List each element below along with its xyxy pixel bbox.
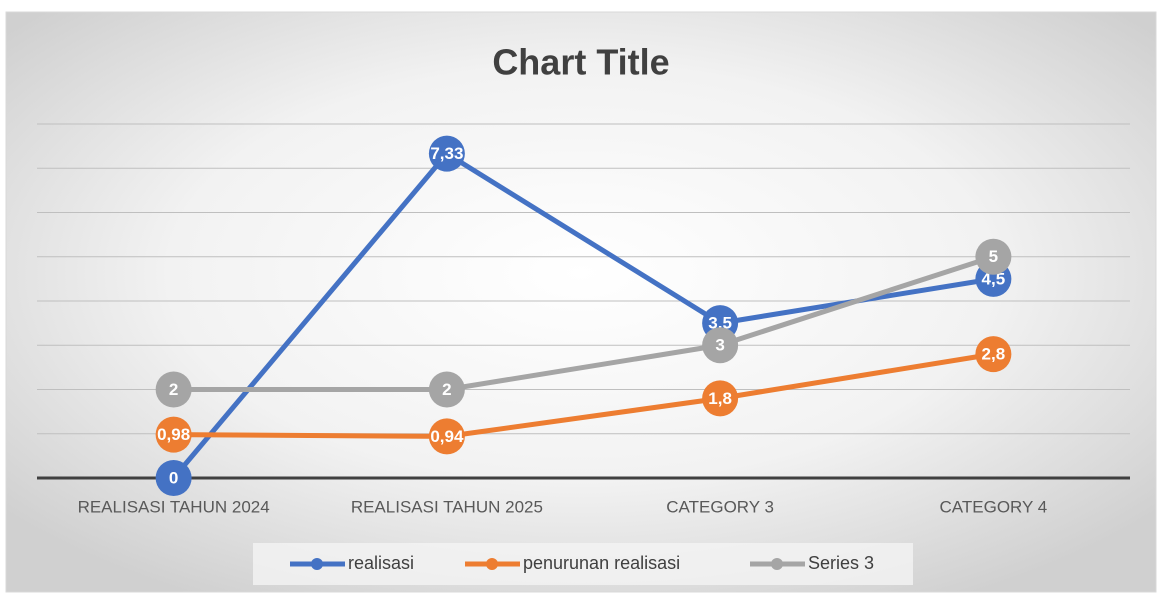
data-label: 2 bbox=[169, 380, 178, 399]
marker bbox=[702, 327, 739, 364]
data-label: 7,33 bbox=[430, 144, 463, 163]
chart-area bbox=[5, 11, 1157, 593]
marker bbox=[428, 135, 465, 172]
data-label: 2 bbox=[442, 380, 451, 399]
legend-label: realisasi bbox=[348, 553, 414, 573]
data-label: 0,98 bbox=[157, 425, 190, 444]
data-label: 0,94 bbox=[430, 427, 464, 446]
chart-title: Chart Title bbox=[492, 42, 669, 83]
data-label: 5 bbox=[989, 247, 998, 266]
data-label: 1,8 bbox=[708, 389, 732, 408]
marker bbox=[702, 380, 739, 417]
marker bbox=[975, 238, 1012, 275]
marker bbox=[155, 416, 192, 453]
marker bbox=[975, 336, 1012, 373]
data-label: 3 bbox=[715, 336, 724, 355]
x-tick-label: REALISASI TAHUN 2025 bbox=[351, 497, 543, 516]
series-line bbox=[173, 351, 994, 439]
marker bbox=[155, 460, 192, 496]
series-line bbox=[173, 254, 995, 392]
legend-marker bbox=[311, 558, 323, 570]
legend-label: penurunan realisasi bbox=[523, 553, 680, 573]
data-label: 4,5 bbox=[982, 269, 1006, 288]
x-tick-label: CATEGORY 4 bbox=[940, 497, 1048, 516]
x-tick-label: CATEGORY 3 bbox=[666, 497, 774, 516]
data-label: 3,5 bbox=[708, 314, 732, 333]
marker bbox=[428, 371, 465, 408]
x-tick-label: REALISASI TAHUN 2024 bbox=[78, 497, 270, 516]
data-label: 0 bbox=[169, 468, 178, 487]
marker bbox=[155, 371, 192, 408]
legend-marker bbox=[771, 558, 783, 570]
data-label: 2,8 bbox=[982, 345, 1006, 364]
legend-label: Series 3 bbox=[808, 553, 874, 573]
legend-marker bbox=[486, 558, 498, 570]
marker bbox=[428, 418, 465, 455]
